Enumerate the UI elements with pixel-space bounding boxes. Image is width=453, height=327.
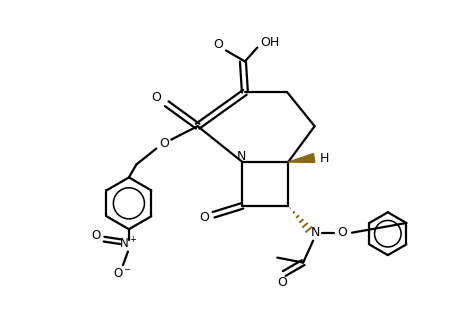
Text: O: O [92, 229, 101, 242]
Text: O: O [337, 226, 347, 239]
Text: O$^-$: O$^-$ [113, 267, 132, 280]
Text: N$^+$: N$^+$ [119, 236, 137, 252]
Text: O: O [277, 276, 287, 289]
Text: O: O [199, 211, 209, 224]
Text: O: O [214, 38, 223, 51]
Text: H: H [319, 151, 329, 164]
Text: O: O [151, 91, 161, 104]
Text: N: N [311, 226, 320, 239]
Text: O: O [159, 137, 169, 150]
Text: OH: OH [260, 36, 280, 49]
Polygon shape [288, 154, 315, 163]
Text: N: N [237, 149, 246, 163]
